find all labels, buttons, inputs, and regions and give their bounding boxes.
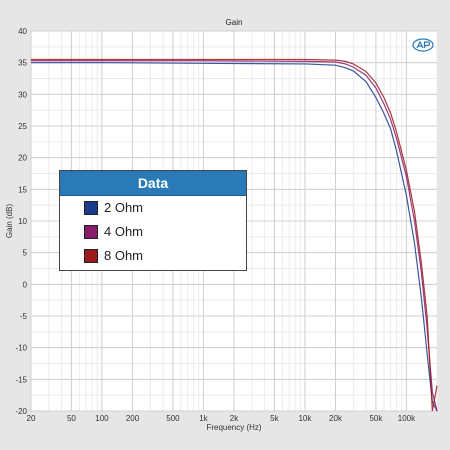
ap-logo-icon [412,38,434,52]
y-tick-label: 15 [18,185,27,194]
x-tick-label: 100 [95,414,109,423]
x-tick-label: 20 [27,414,36,423]
x-tick-label: 100k [398,414,416,423]
x-tick-label: 500 [166,414,180,423]
y-tick-label: 0 [23,280,28,289]
y-tick-label: 25 [18,122,27,131]
x-tick-label: 50 [67,414,76,423]
x-tick-label: 10k [298,414,312,423]
legend-item-4-ohm: 4 Ohm [60,220,246,244]
y-tick-label: -20 [15,407,27,416]
x-tick-label: 2k [230,414,239,423]
x-tick-label: 20k [329,414,343,423]
legend-swatch [84,201,98,215]
legend-label: 8 Ohm [104,248,144,263]
legend-title: Data [60,171,246,196]
x-tick-label: 1k [199,414,208,423]
y-tick-label: -15 [15,375,27,384]
legend-swatch [84,225,98,239]
legend-item-8-ohm: 8 Ohm [60,244,246,268]
legend: Data 2 Ohm 4 Ohm 8 Ohm [59,170,247,271]
y-tick-label: 10 [18,217,27,226]
y-axis-label: Gain (dB) [5,204,14,239]
legend-label: 4 Ohm [104,224,144,239]
y-tick-label: 20 [18,154,27,163]
y-tick-label: 5 [23,249,28,258]
y-tick-label: -5 [20,312,28,321]
tick-layer: 20 50 100 200 500 1k 2k 5k 10k 20k 50k 100k40353025… [15,27,416,423]
chart-title: Gain [226,18,243,27]
series-line-8-ohm [31,58,438,412]
x-axis-label: Frequency (Hz) [206,423,261,432]
legend-swatch [84,249,98,263]
y-tick-label: 35 [18,59,27,68]
x-tick-label: 50k [369,414,383,423]
series-line-2-ohm [31,62,438,412]
y-tick-label: 40 [18,27,27,36]
series-layer [31,58,438,412]
legend-item-2-ohm: 2 Ohm [60,196,246,220]
legend-items: 2 Ohm 4 Ohm 8 Ohm [60,196,246,268]
x-tick-label: 200 [126,414,140,423]
x-tick-label: 5k [270,414,279,423]
y-tick-label: 30 [18,90,27,99]
legend-label: 2 Ohm [104,200,144,215]
series-line-4-ohm [31,60,438,412]
y-tick-label: -10 [15,344,27,353]
